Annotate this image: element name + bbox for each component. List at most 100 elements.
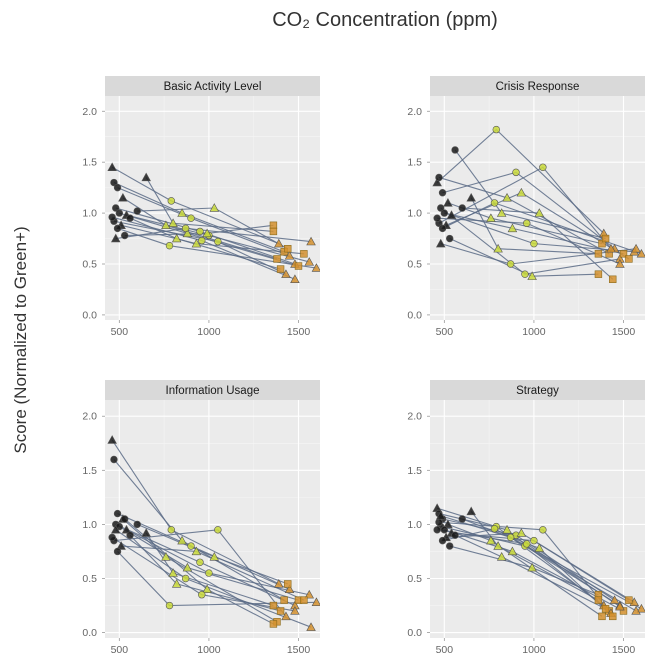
data-point [631,243,641,253]
data-point [108,213,116,221]
data-point [440,526,449,534]
data-point [523,540,531,548]
data-point [281,611,291,621]
x-tick-label: 1000 [522,644,546,656]
y-tick-label: 0.0 [407,309,422,321]
data-point [141,172,151,182]
series-group [432,503,645,621]
data-point [625,255,633,263]
data-point [113,183,122,192]
data-point [269,221,278,230]
data-point [625,596,633,604]
x-tick-label: 1500 [287,326,311,338]
data-point [121,515,129,523]
data-point [274,579,284,588]
data-point [311,263,320,272]
data-point [304,589,315,599]
data-point [609,275,617,283]
facet-panel: Crisis Response 0.0 0.5 1.0 1.5 2.0 500 1000 150… [407,76,645,338]
data-point [527,271,537,280]
facet-strip-label: Information Usage [166,385,260,397]
data-point [209,551,220,561]
data-point [530,239,538,248]
y-tick-label: 2.0 [82,106,97,118]
facet-panels: Basic Activity Level 0.0 0.5 1.0 1.5 2.0 500 10… [82,76,645,656]
data-point [527,562,537,572]
data-point [451,146,459,154]
data-point [205,569,213,577]
data-point [507,223,518,233]
data-point [108,533,116,542]
data-point [281,269,291,278]
data-point [523,219,531,227]
data-point [126,214,134,222]
data-point [133,520,141,529]
x-tick-label: 1000 [197,326,221,338]
data-point [435,518,443,526]
x-tick-label: 500 [111,326,129,338]
data-point [118,192,128,202]
data-point [273,255,281,263]
data-point [601,605,610,613]
data-point [594,250,603,258]
x-tick-label: 1500 [287,644,311,656]
y-tick-label: 1.5 [82,157,97,169]
data-point [202,228,212,238]
data-point [636,248,645,258]
data-point [191,238,202,248]
data-point [304,257,315,266]
data-point [107,435,117,444]
data-point [496,551,507,561]
y-axis-label: Score (Normalized to Green+) [11,226,30,453]
data-point [609,595,620,604]
data-point [161,220,171,230]
data-point [438,189,447,197]
data-point [492,125,500,134]
data-point [534,543,545,552]
data-point [521,270,529,278]
data-point [530,536,538,545]
data-point [615,601,625,611]
data-point [435,238,446,248]
x-tick-label: 1500 [612,326,636,338]
data-point [177,208,187,217]
data-point [110,233,121,243]
facet-strip [430,76,645,96]
data-point [284,580,292,588]
data-point [606,243,616,253]
data-point [116,541,126,550]
data-point [466,192,476,202]
data-point [490,199,499,207]
data-point [284,584,295,594]
series-group [107,162,320,283]
data-point [636,603,645,613]
data-point [458,204,466,212]
data-point [171,233,182,243]
y-tick-label: 1.0 [407,519,422,531]
data-point [161,551,171,561]
data-point [269,227,278,236]
data-point [107,162,117,171]
data-point [594,270,603,278]
data-point [141,528,151,537]
data-point [196,558,204,566]
x-tick-label: 500 [436,644,454,656]
data-point [121,524,132,534]
data-point [433,526,441,534]
data-point [443,519,453,529]
facet-strip [430,380,645,400]
data-point [594,596,603,604]
data-point [112,204,120,212]
data-point [214,237,222,246]
data-point [167,526,175,534]
data-point [110,178,118,187]
data-point [187,214,195,222]
data-point [196,227,204,236]
data-point [443,198,453,207]
data-point [598,612,606,621]
facet-panel: Strategy 0.0 0.5 1.0 1.5 2.0 500 1000 1500 [407,380,645,656]
y-tick-label: 0.0 [82,309,97,321]
y-tick-label: 0.5 [82,259,97,271]
y-tick-label: 0.0 [82,627,97,639]
data-point [300,250,308,258]
